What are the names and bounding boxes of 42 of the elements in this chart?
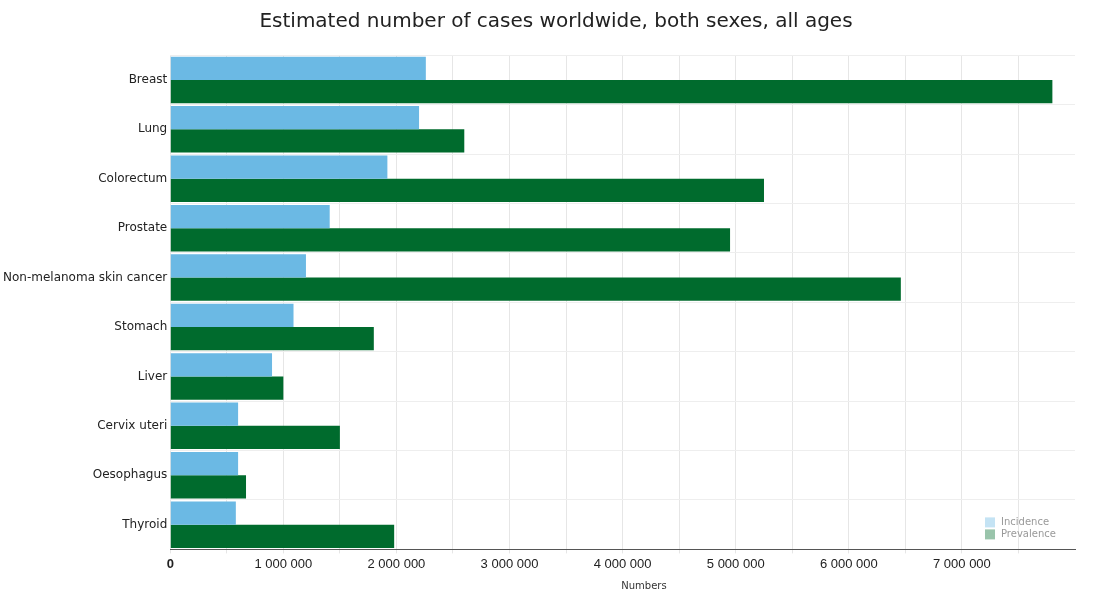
y-tick-label: Liver: [137, 368, 168, 383]
bar: [170, 452, 239, 476]
bar: [170, 204, 330, 229]
y-tick-label: Non-melanoma skin cancer: [2, 269, 168, 284]
x-tick-label: 2 000 000: [367, 555, 426, 571]
y-tick-label: Thyroid: [121, 516, 168, 531]
x-tick-label: 4 000 000: [593, 555, 652, 571]
chart-title: Estimated number of cases worldwide, both sexes, all ages: [258, 8, 854, 32]
y-tick-label: Lung: [137, 121, 168, 136]
bar: [170, 178, 764, 202]
y-tick-label: Oesophagus: [92, 467, 168, 482]
bar: [170, 254, 306, 278]
bar: [170, 277, 901, 301]
x-tick-label: 5 000 000: [706, 555, 765, 571]
bar: [170, 402, 239, 426]
bar: [170, 106, 420, 130]
x-tick-label: 3 000 000: [480, 555, 539, 571]
y-tick-label: Cervix uteri: [97, 417, 168, 432]
y-tick-label: Prostate: [117, 220, 168, 235]
bar: [170, 475, 247, 499]
x-axis-title: Numbers: [620, 580, 668, 591]
bar: [170, 327, 374, 351]
bar: [170, 353, 273, 377]
bar: [170, 129, 465, 153]
x-tick-label: 6 000 000: [819, 555, 878, 571]
y-tick-label: Colorectum: [98, 170, 168, 185]
y-tick-label: Stomach: [114, 319, 168, 334]
y-tick-label: Breast: [128, 72, 168, 87]
bar: [170, 155, 388, 179]
bar: [170, 79, 1053, 104]
bar: [170, 303, 294, 328]
x-tick-label: 0: [166, 555, 174, 571]
bar: [170, 501, 236, 525]
bar: [170, 524, 395, 548]
bar: [170, 56, 426, 80]
legend-label: Prevalence: [1001, 528, 1056, 540]
legend-label: Incidence: [1001, 516, 1050, 528]
bar: [170, 425, 340, 450]
bar: [170, 228, 731, 252]
x-tick-label: 7 000 000: [932, 555, 991, 571]
x-tick-label: 1 000 000: [254, 555, 313, 571]
bar: [170, 376, 284, 400]
